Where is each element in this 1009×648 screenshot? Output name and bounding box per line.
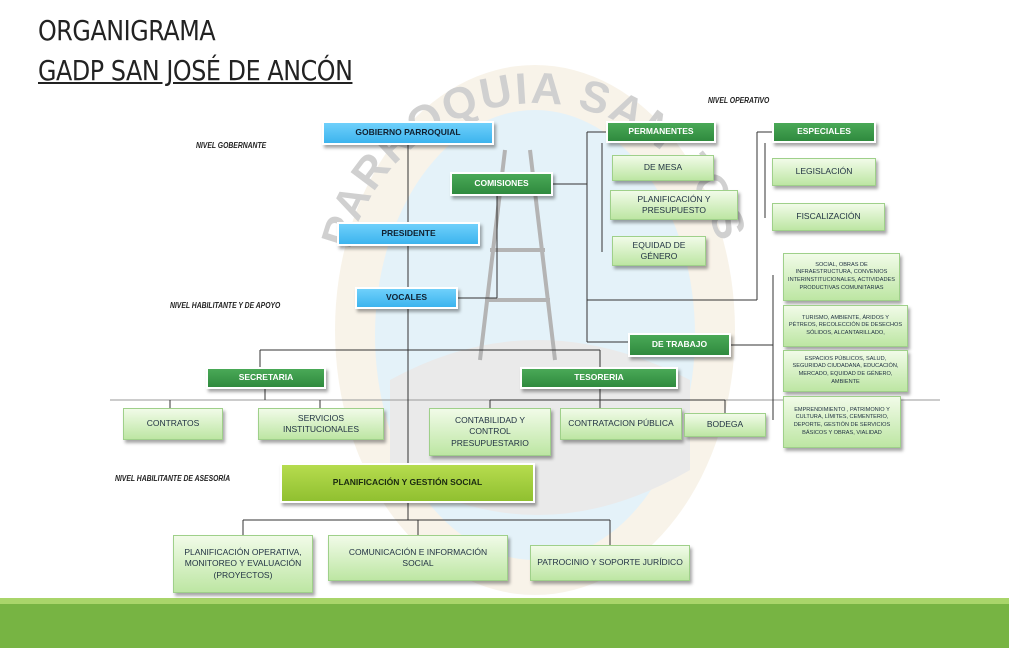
org-node: TESORERIA (520, 367, 678, 389)
org-node: LEGISLACIÓN (772, 158, 876, 186)
org-node: FISCALIZACIÓN (772, 203, 885, 231)
org-node: PATROCINIO Y SOPORTE JURÍDICO (530, 545, 690, 581)
org-node: CONTABILIDAD Y CONTROL PRESUPUESTARIO (429, 408, 551, 456)
org-node: PLANIFICACIÓN Y GESTIÓN SOCIAL (280, 463, 535, 503)
footer-band-light (0, 598, 1009, 604)
org-node: CONTRATACION PÚBLICA (560, 408, 682, 440)
level-label: NIVEL OPERATIVO (708, 96, 770, 105)
org-node: TURISMO, AMBIENTE, ÁRIDOS Y PÉTREOS, REC… (783, 305, 908, 347)
subtitle: GADP SAN JOSÉ DE ANCÓN (38, 54, 353, 87)
org-node: ESPACIOS PÚBLICOS, SALUD, SEGURIDAD CIUD… (783, 350, 908, 392)
org-node: CONTRATOS (123, 408, 223, 440)
org-node: PERMANENTES (606, 121, 716, 143)
org-node: PRESIDENTE (337, 222, 480, 246)
emblem-tower (478, 149, 557, 361)
org-node: SOCIAL, OBRAS DE INFRAESTRUCTURA, CONVEN… (783, 253, 900, 301)
org-node: EQUIDAD DE GÉNERO (612, 236, 706, 266)
level-label: NIVEL HABILITANTE DE ASESORÍA (115, 474, 231, 483)
org-node: BODEGA (684, 413, 766, 437)
org-node: ESPECIALES (772, 121, 876, 143)
footer-band (0, 604, 1009, 648)
org-node: SERVICIOS INSTITUCIONALES (258, 408, 384, 440)
level-label: NIVEL GOBERNANTE (196, 141, 267, 150)
org-node: GOBIERNO PARROQUIAL (322, 121, 494, 145)
org-node: PLANIFICACIÓN OPERATIVA, MONITOREO Y EVA… (173, 535, 313, 593)
org-node: COMISIONES (450, 172, 553, 196)
org-node: COMUNICACIÓN E INFORMACIÓN SOCIAL (328, 535, 508, 581)
org-node: DE TRABAJO (628, 333, 731, 357)
org-node: VOCALES (355, 287, 458, 309)
org-node: PLANIFICACIÓN Y PRESUPUESTO (610, 190, 738, 220)
org-node: EMPRENDIMIENTO , PATRIMONIO Y CULTURA, L… (783, 396, 901, 448)
org-node: DE MESA (612, 155, 714, 181)
level-label: NIVEL HABILITANTE Y DE APOYO (170, 301, 281, 310)
title: ORGANIGRAMA (38, 14, 216, 47)
org-node: SECRETARIA (206, 367, 326, 389)
